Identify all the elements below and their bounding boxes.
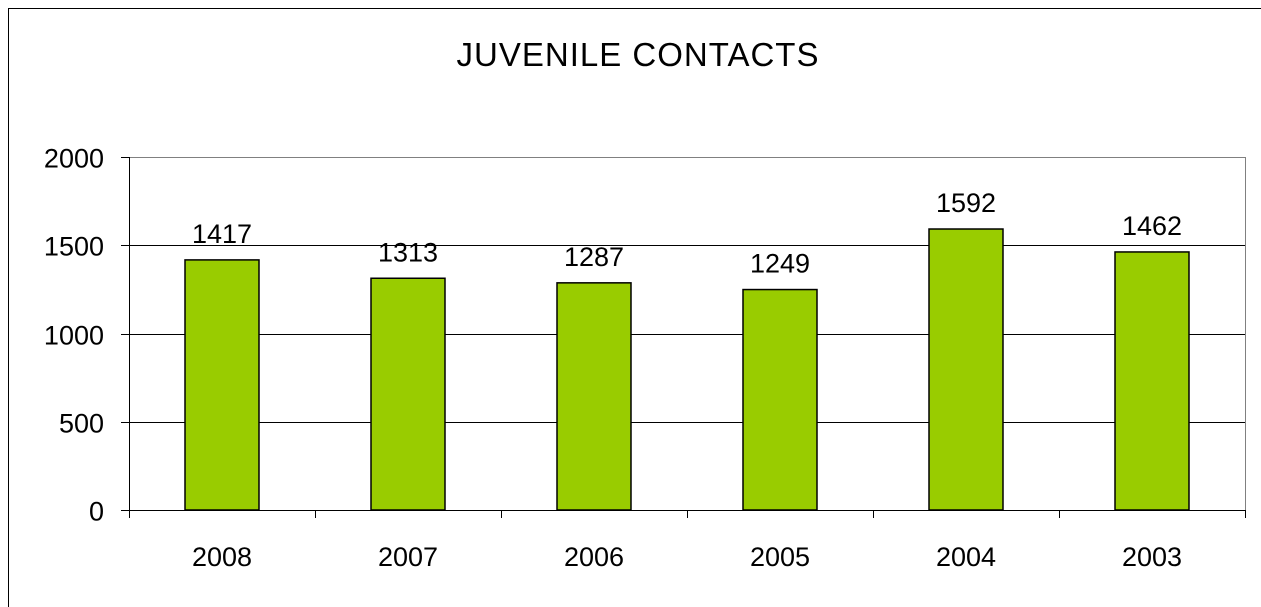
x-tick-label: 2006 xyxy=(564,542,624,572)
y-tick-label: 1000 xyxy=(44,321,104,351)
axes xyxy=(121,157,1246,518)
bar-2007 xyxy=(370,277,446,511)
bar-2003 xyxy=(1114,251,1190,511)
data-label-2005: 1249 xyxy=(750,249,810,279)
x-tick-label: 2004 xyxy=(936,542,996,572)
bar-2004 xyxy=(928,228,1004,511)
y-tick-label: 2000 xyxy=(44,144,104,174)
plot-area xyxy=(129,157,1246,510)
chart-title: JUVENILE CONTACTS xyxy=(457,36,820,73)
x-tick-label: 2008 xyxy=(192,542,252,572)
data-label-2006: 1287 xyxy=(564,242,624,272)
y-tick-label: 500 xyxy=(59,409,104,439)
bars xyxy=(184,228,1190,511)
x-tick-label: 2005 xyxy=(750,542,810,572)
x-tick-label: 2007 xyxy=(378,542,438,572)
data-label-2008: 1417 xyxy=(192,219,252,249)
bar-2008 xyxy=(184,259,260,511)
bar-2006 xyxy=(556,282,632,511)
x-tick-label: 2003 xyxy=(1122,542,1182,572)
labels: 1417 2008 1313 2007 1287 2006 1249 2005 1592 2004… xyxy=(44,144,1182,573)
y-tick-label: 0 xyxy=(89,497,104,527)
data-label-2004: 1592 xyxy=(936,188,996,218)
y-tick-label: 1500 xyxy=(44,232,104,262)
data-label-2007: 1313 xyxy=(378,237,438,267)
gridlines xyxy=(129,157,1245,423)
bar-2005 xyxy=(742,288,818,511)
data-label-2003: 1462 xyxy=(1122,211,1182,241)
